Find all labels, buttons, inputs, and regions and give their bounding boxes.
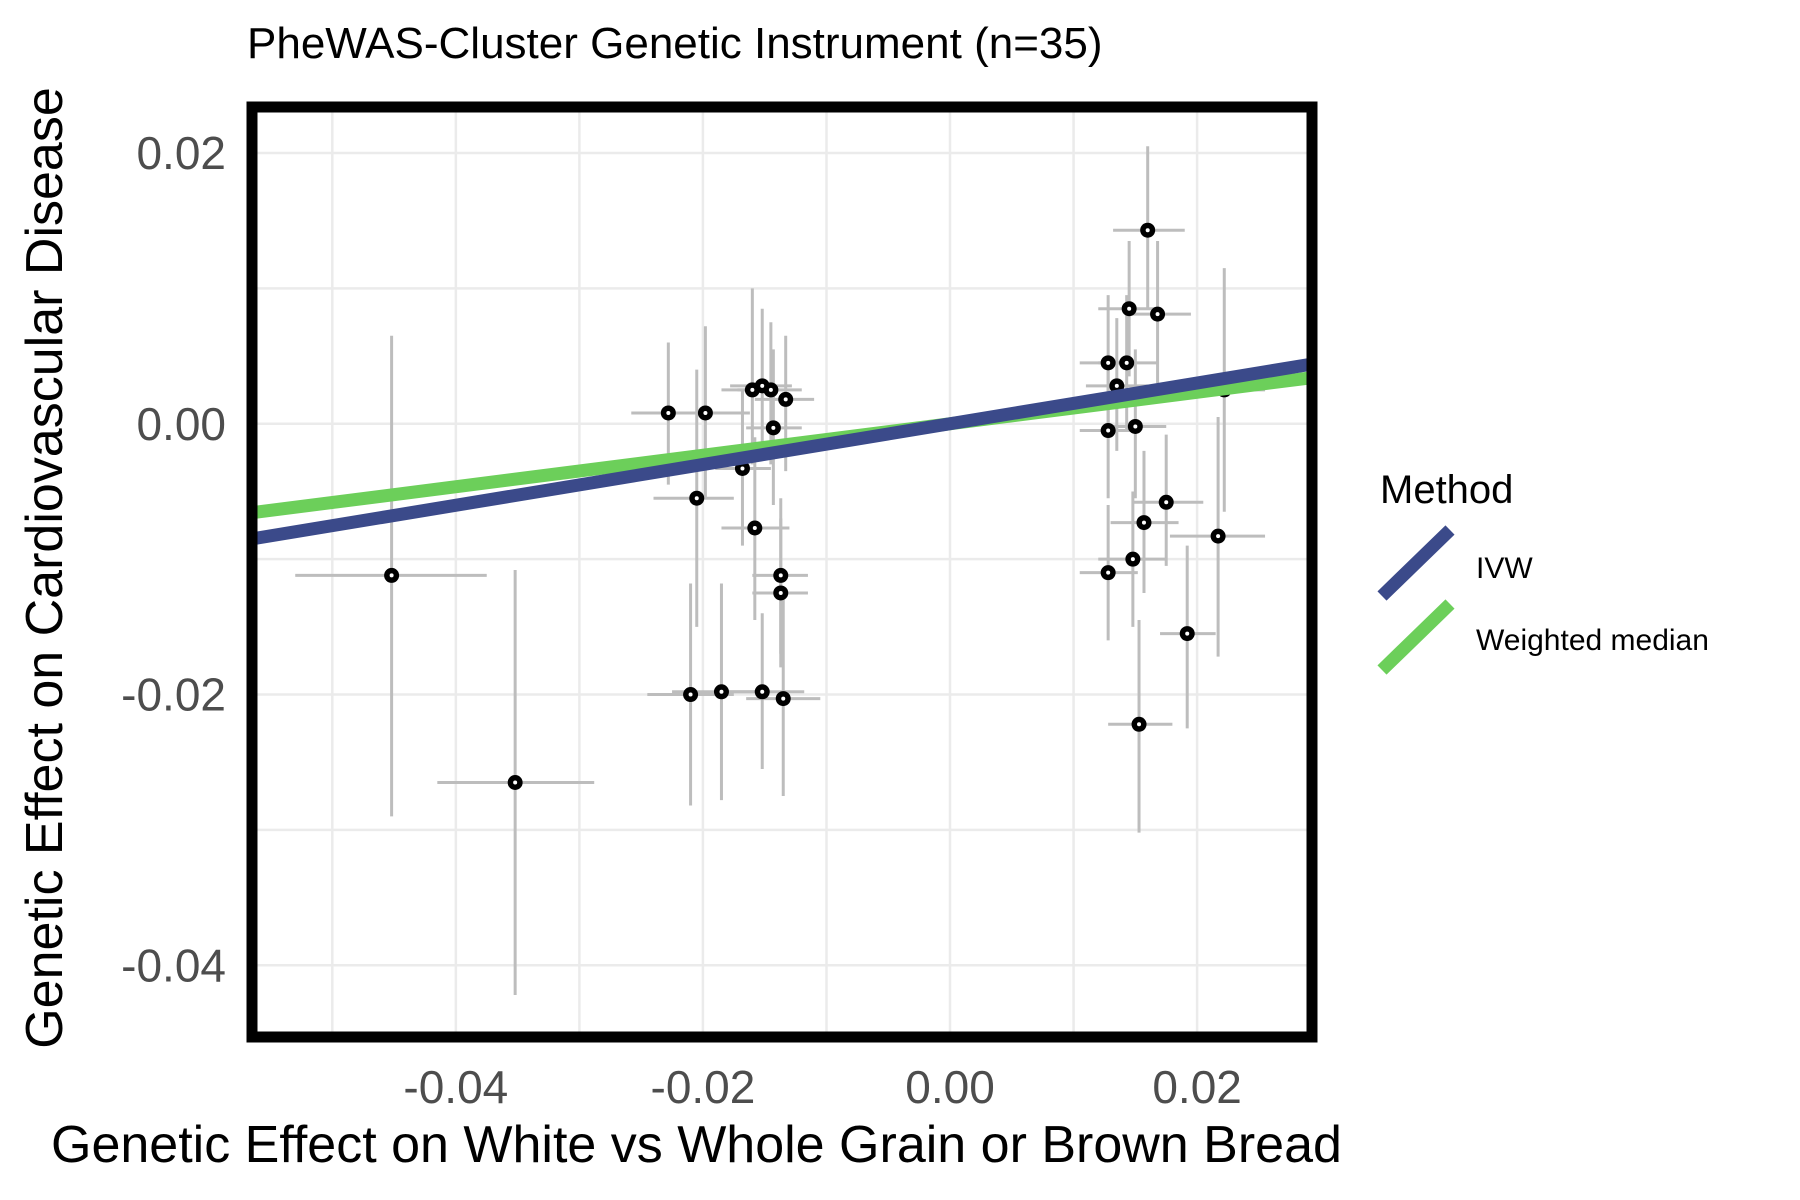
y-tick-label: 0.00 bbox=[136, 398, 226, 450]
legend: Method IVW Weighted median bbox=[1377, 468, 1709, 675]
x-tick-labels: -0.04 -0.02 0.00 0.02 bbox=[403, 1061, 1241, 1113]
data-point-center bbox=[1155, 312, 1160, 317]
data-point-center bbox=[781, 696, 786, 701]
data-point-center bbox=[1106, 428, 1111, 433]
grid-lines bbox=[252, 107, 1312, 1037]
data-point-center bbox=[666, 410, 671, 415]
data-point-center bbox=[513, 780, 518, 785]
data-point-center bbox=[783, 397, 788, 402]
data-point-center bbox=[1124, 360, 1129, 365]
x-tick-label: 0.02 bbox=[1152, 1061, 1242, 1113]
legend-swatch-ivw bbox=[1377, 525, 1455, 601]
x-tick-label: -0.02 bbox=[651, 1061, 756, 1113]
legend-label-ivw: IVW bbox=[1476, 552, 1533, 585]
data-point-center bbox=[778, 573, 783, 578]
data-point-center bbox=[703, 410, 708, 415]
legend-title: Method bbox=[1380, 468, 1513, 512]
data-point-center bbox=[1114, 383, 1119, 388]
data-point-center bbox=[1141, 520, 1146, 525]
data-point-center bbox=[1106, 570, 1111, 575]
data-point-center bbox=[1127, 306, 1132, 311]
y-axis-label: Genetic Effect on Cardiovascular Disease bbox=[16, 87, 74, 1049]
x-tick-label: -0.04 bbox=[403, 1061, 508, 1113]
y-tick-label: 0.02 bbox=[136, 127, 226, 179]
data-point-center bbox=[694, 496, 699, 501]
data-point-center bbox=[771, 425, 776, 430]
x-axis-label: Genetic Effect on White vs Whole Grain o… bbox=[51, 1116, 1342, 1174]
data-point-center bbox=[752, 526, 757, 531]
x-tick-label: 0.00 bbox=[905, 1061, 995, 1113]
regression-lines bbox=[252, 357, 1312, 546]
y-tick-labels: -0.04 -0.02 0.00 0.02 bbox=[121, 127, 226, 991]
data-point-center bbox=[1145, 228, 1150, 233]
data-point-center bbox=[760, 383, 765, 388]
data-point-center bbox=[1106, 360, 1111, 365]
data-point-center bbox=[1164, 500, 1169, 505]
data-point-center bbox=[760, 689, 765, 694]
y-tick-label: -0.04 bbox=[121, 939, 226, 991]
data-point-center bbox=[768, 387, 773, 392]
legend-label-weighted-median: Weighted median bbox=[1476, 624, 1709, 657]
data-point-center bbox=[750, 387, 755, 392]
y-tick-label: -0.02 bbox=[121, 669, 226, 721]
data-point-center bbox=[1137, 722, 1142, 727]
data-point-center bbox=[740, 466, 745, 471]
data-point-center bbox=[1133, 424, 1138, 429]
data-point-center bbox=[389, 573, 394, 578]
chart-title: PheWAS-Cluster Genetic Instrument (n=35) bbox=[247, 19, 1103, 68]
data-point-center bbox=[1216, 534, 1221, 539]
data-point-center bbox=[1185, 631, 1190, 636]
panel-border bbox=[246, 101, 1318, 1043]
legend-swatch-weighted-median bbox=[1377, 599, 1455, 675]
regression-line-ivw bbox=[252, 357, 1312, 546]
data-point-center bbox=[1130, 557, 1135, 562]
data-point-center bbox=[719, 689, 724, 694]
data-point-center bbox=[778, 590, 783, 595]
data-point-center bbox=[688, 692, 693, 697]
plot-area bbox=[252, 146, 1312, 996]
